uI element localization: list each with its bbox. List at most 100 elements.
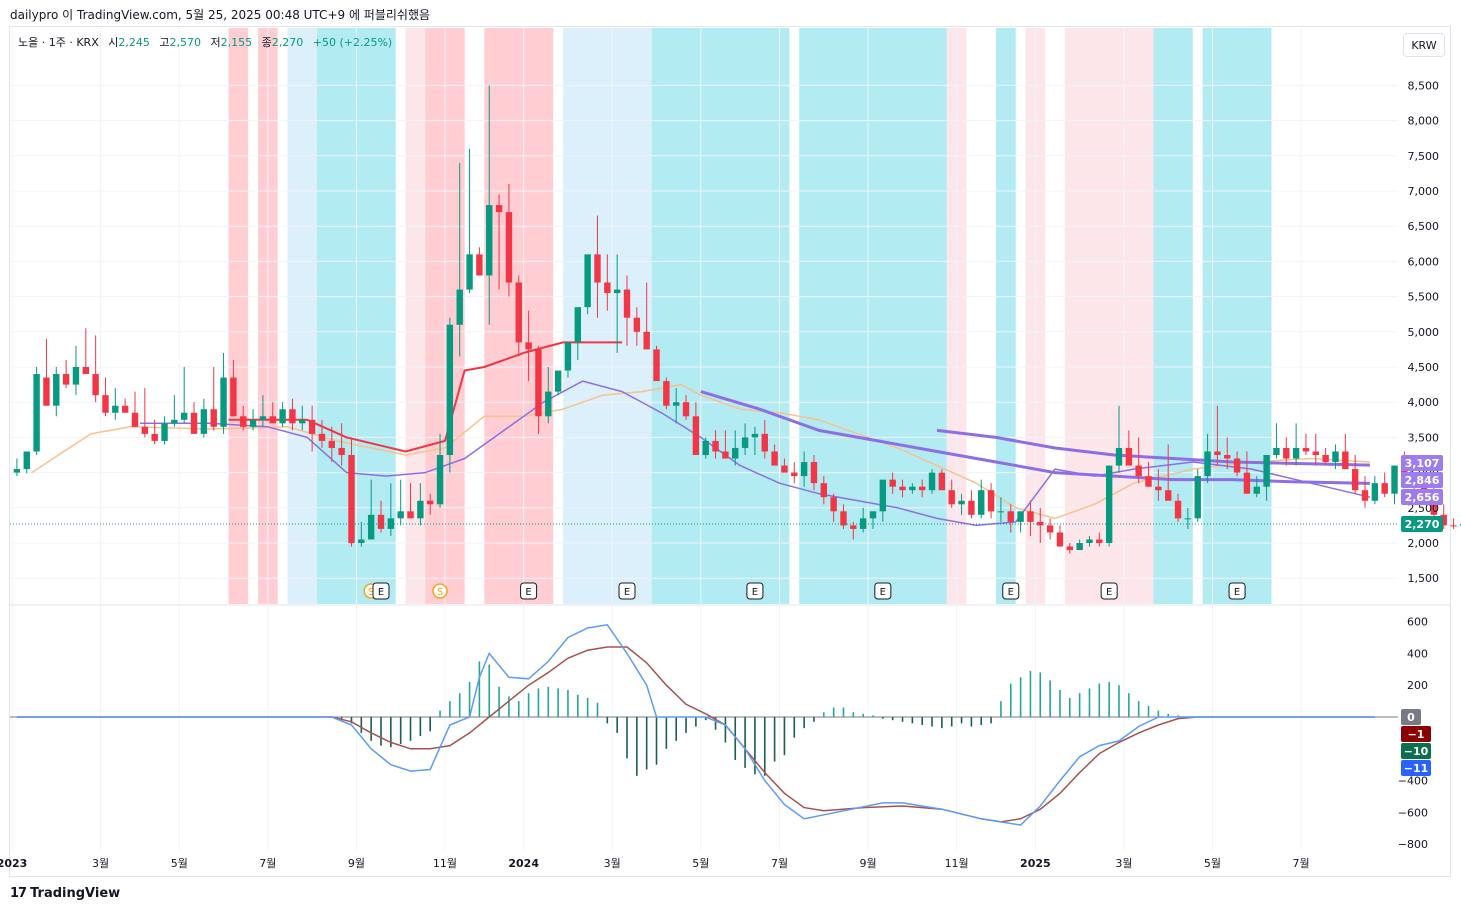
earnings-marker-icon[interactable] <box>1228 582 1246 600</box>
candle-body <box>92 374 99 396</box>
background-band <box>1153 28 1193 604</box>
candle-body <box>328 440 335 448</box>
price-axis-tick: 6,500 <box>1408 220 1440 233</box>
price-axis-tick: 6,000 <box>1408 255 1440 268</box>
legend-close: 2,270 <box>271 36 304 49</box>
legend-change: +50 (+2.25%) <box>312 36 393 49</box>
macd-badge-label: −10 <box>1404 745 1429 758</box>
candle-body <box>1115 447 1123 466</box>
candle-body <box>446 324 454 455</box>
price-badge <box>1401 455 1443 471</box>
price-axis-tick: 4,000 <box>1408 396 1440 409</box>
candle-body <box>1233 458 1241 473</box>
macd-badge-label: −1 <box>1408 728 1425 741</box>
candle-body <box>486 205 493 276</box>
candle-body <box>151 433 158 441</box>
axes: 1,5002,0002,5003,0003,5004,0004,5005,000… <box>0 79 1443 870</box>
macd-badge <box>1401 709 1421 725</box>
time-axis-label: 5월 <box>692 857 709 870</box>
candle-body <box>1312 451 1319 455</box>
candles <box>10 85 1461 554</box>
time-axis-label: 5월 <box>1204 857 1221 870</box>
earnings-marker-icon[interactable] <box>746 582 764 600</box>
candle-body <box>899 486 906 491</box>
earnings-marker-icon[interactable] <box>1100 582 1118 600</box>
candle-body <box>525 342 532 350</box>
macd-axis-tick: −400 <box>1398 775 1428 788</box>
candle-body <box>1371 483 1379 501</box>
macd-badge <box>1401 760 1431 776</box>
time-axis-label: 11월 <box>945 857 969 870</box>
time-axis-label: 11월 <box>433 857 457 870</box>
brand-name: TradingView <box>30 886 121 901</box>
candle-body <box>436 455 444 505</box>
macd-pane <box>10 623 1398 826</box>
time-axis-label: 7월 <box>259 857 276 870</box>
candle-body <box>367 514 375 540</box>
time-axis-label: 9월 <box>348 857 365 870</box>
candle-body <box>1391 465 1398 494</box>
candle-body <box>230 377 237 417</box>
price-axis-tick: 8,000 <box>1408 115 1440 128</box>
candle-body <box>1165 490 1172 501</box>
legend-open-label: 시 <box>108 36 119 49</box>
background-band <box>228 28 249 604</box>
time-axis-label: 3월 <box>1115 857 1132 870</box>
candle-body <box>1273 447 1280 455</box>
moving-average-line <box>228 341 623 453</box>
candle-body <box>633 317 641 332</box>
candle-body <box>1076 543 1083 551</box>
candle-body <box>181 412 188 420</box>
split-marker-label: S <box>437 587 443 598</box>
earnings-marker-icon[interactable] <box>372 582 390 600</box>
candle-body <box>820 483 827 498</box>
candle-body <box>732 447 739 459</box>
candle-body <box>505 212 513 283</box>
earnings-marker-icon[interactable] <box>520 582 538 600</box>
candle-body <box>987 490 995 512</box>
candle-body <box>289 409 296 424</box>
candle-body <box>102 395 109 413</box>
candle-body <box>889 479 896 487</box>
candle-body <box>190 412 198 434</box>
candle-body <box>318 433 326 441</box>
candle-body <box>909 486 916 491</box>
candle-body <box>23 451 30 470</box>
macd-badge-label: −11 <box>1404 762 1429 775</box>
price-badge <box>1401 516 1443 532</box>
price-axis-tick: 5,500 <box>1408 291 1440 304</box>
price-badge-label: 2,270 <box>1405 518 1440 531</box>
candle-body <box>781 465 788 473</box>
candle-body <box>240 416 247 427</box>
grid-lines <box>10 28 1450 850</box>
candle-body <box>1037 521 1044 526</box>
candle-body <box>1283 447 1290 459</box>
candle-body <box>1450 525 1457 527</box>
candle-body <box>377 514 385 529</box>
candle-body <box>800 462 808 477</box>
price-badge <box>1401 489 1443 505</box>
split-marker-icon[interactable] <box>432 583 448 599</box>
legend-low-label: 저 <box>210 36 221 49</box>
candle-body <box>210 409 217 427</box>
candle-body <box>879 479 887 512</box>
currency-button[interactable]: KRW <box>1403 33 1445 57</box>
candle-body <box>1135 465 1142 477</box>
candle-body <box>131 412 139 427</box>
earnings-marker-icon[interactable] <box>618 582 636 600</box>
candle-body <box>761 433 768 452</box>
chart-frame <box>9 26 1451 877</box>
candle-body <box>1204 451 1211 477</box>
candle-body <box>397 511 404 519</box>
candle-body <box>121 405 129 413</box>
candle-body <box>515 282 522 343</box>
earnings-marker-icon[interactable] <box>874 582 892 600</box>
earnings-marker-icon[interactable] <box>1002 582 1020 600</box>
candle-body <box>1194 476 1201 519</box>
price-axis-tick: 7,500 <box>1408 150 1440 163</box>
candle-body <box>141 426 149 434</box>
price-badge-label: 2,656 <box>1405 491 1440 504</box>
earnings-marker-label: E <box>1008 587 1014 598</box>
